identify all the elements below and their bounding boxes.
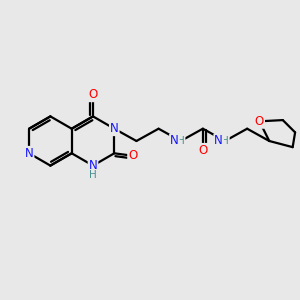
Text: O: O xyxy=(88,88,98,101)
Text: H: H xyxy=(177,136,184,146)
Text: O: O xyxy=(128,149,137,162)
Text: N: N xyxy=(214,134,223,148)
Text: O: O xyxy=(198,144,208,157)
Text: H: H xyxy=(221,136,229,146)
Text: N: N xyxy=(88,159,98,172)
Text: H: H xyxy=(89,170,97,180)
Text: N: N xyxy=(25,147,34,160)
Text: O: O xyxy=(255,115,264,128)
Text: N: N xyxy=(110,122,119,135)
Text: N: N xyxy=(170,134,179,148)
